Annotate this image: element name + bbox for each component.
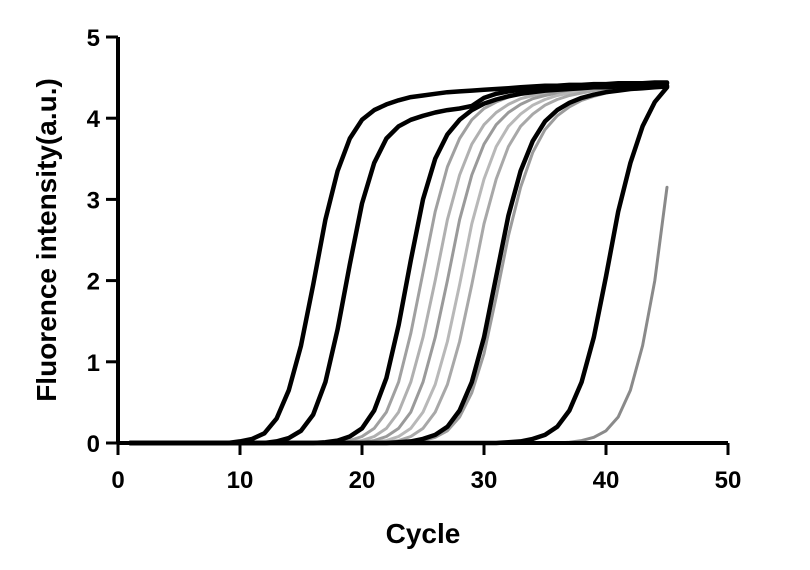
y-axis-title: Fluorence intensity(a.u.) bbox=[31, 78, 62, 402]
x-axis-title: Cycle bbox=[386, 518, 461, 549]
amplification-curve-6 bbox=[130, 86, 667, 443]
y-tick-label: 3 bbox=[87, 187, 100, 214]
curves-layer bbox=[130, 83, 667, 444]
y-tick-label: 4 bbox=[87, 106, 101, 133]
y-tick-label: 0 bbox=[87, 431, 100, 458]
x-tick-label: 20 bbox=[349, 467, 376, 494]
amplification-curve-7 bbox=[130, 84, 667, 443]
amplification-curve-10 bbox=[130, 83, 667, 443]
y-tick-label: 5 bbox=[87, 25, 100, 52]
y-tick-label: 2 bbox=[87, 269, 100, 296]
amplification-curve-8 bbox=[130, 84, 667, 443]
y-tick-label: 1 bbox=[87, 350, 100, 377]
amplification-curve-2 bbox=[130, 83, 667, 443]
amplification-curve-9 bbox=[130, 87, 667, 444]
x-tick-label: 30 bbox=[471, 467, 498, 494]
amplification-curve-11 bbox=[130, 87, 667, 443]
amplification-curve-1 bbox=[130, 83, 667, 444]
x-tick-label: 10 bbox=[227, 467, 254, 494]
x-tick-label: 50 bbox=[715, 467, 742, 494]
amplification-curve-4 bbox=[130, 84, 667, 443]
x-tick-label: 40 bbox=[593, 467, 620, 494]
x-tick-label: 0 bbox=[111, 467, 124, 494]
amplification-curve-3 bbox=[130, 86, 667, 443]
amplification-curve-5 bbox=[130, 86, 667, 443]
